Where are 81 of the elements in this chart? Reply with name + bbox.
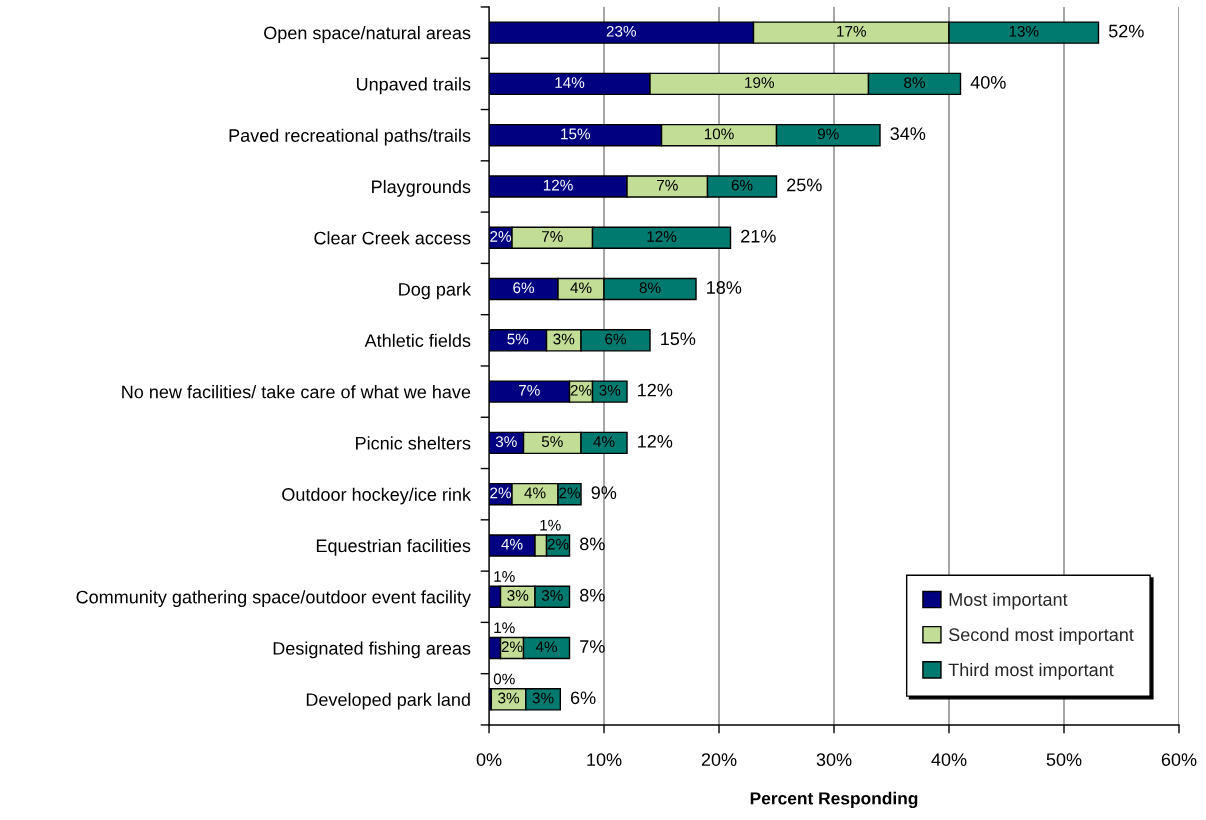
- y-tick-label: Unpaved trails: [356, 77, 471, 95]
- data-label: 2%: [547, 538, 569, 550]
- x-tick-label: 10%: [587, 753, 622, 766]
- y-tick-label: Designated fishing areas: [273, 641, 471, 659]
- y-tick-label: Dog park: [399, 282, 472, 300]
- data-label: 12%: [647, 231, 677, 242]
- data-label: 2%: [501, 641, 523, 653]
- total-label: 18%: [707, 281, 742, 294]
- data-label: 1%: [494, 622, 515, 634]
- data-label: 3%: [599, 384, 621, 396]
- data-label: 8%: [904, 77, 925, 88]
- data-label: 17%: [837, 25, 866, 37]
- data-label: 1%: [540, 519, 561, 531]
- data-label: 4%: [593, 436, 615, 447]
- x-tick-label: 30%: [816, 753, 852, 766]
- total-label: 21%: [741, 229, 776, 243]
- legend-label: Most important: [949, 592, 1068, 610]
- y-tick-label: Equestrian facilities: [316, 538, 471, 556]
- legend-label: Third most important: [948, 662, 1114, 680]
- data-label: 1%: [494, 571, 515, 582]
- x-tick-label: 50%: [1046, 753, 1082, 766]
- data-label: 6%: [605, 333, 627, 345]
- data-label: 4%: [570, 282, 592, 294]
- data-label: 14%: [555, 77, 585, 88]
- y-tick-label: Athletic fields: [364, 333, 471, 348]
- total-label: 6%: [570, 691, 596, 705]
- data-label: 2%: [559, 487, 581, 499]
- data-label: 3%: [541, 590, 563, 601]
- data-label: 2%: [490, 487, 512, 499]
- x-tick-label: 40%: [931, 753, 967, 766]
- data-label: 2%: [570, 384, 592, 396]
- data-label: 4%: [524, 487, 546, 499]
- total-label: 12%: [638, 434, 673, 448]
- legend-label: Second most important: [949, 627, 1134, 645]
- data-label: 7%: [657, 179, 678, 191]
- data-label: 10%: [704, 128, 734, 140]
- total-label: 9%: [591, 486, 617, 500]
- y-tick-label: Open space/natural areas: [264, 26, 471, 43]
- y-tick-label: Picnic shelters: [356, 436, 471, 450]
- x-tick-label: 20%: [701, 753, 737, 766]
- data-label: 4%: [501, 538, 523, 550]
- x-tick-label: 60%: [1161, 753, 1197, 766]
- data-label: 8%: [639, 282, 661, 294]
- total-label: 34%: [890, 127, 926, 141]
- data-label: 5%: [507, 333, 529, 345]
- y-tick-label: Paved recreational paths/trails: [229, 128, 471, 146]
- data-label: 9%: [817, 128, 839, 140]
- data-label: 13%: [1009, 25, 1039, 37]
- x-axis-title: Percent Responding: [750, 791, 918, 809]
- data-label: 3%: [553, 333, 575, 345]
- data-label: 3%: [507, 590, 529, 601]
- data-label: 5%: [541, 436, 563, 447]
- y-tick-label: Community gathering space/outdoor event facility: [76, 590, 471, 608]
- y-tick-label: Playgrounds: [372, 179, 471, 197]
- y-tick-label: Developed park land: [306, 692, 470, 710]
- data-label: 12%: [543, 179, 573, 191]
- x-tick-label: 0%: [476, 753, 502, 766]
- data-label: 4%: [535, 641, 558, 653]
- y-tick-label: Clear Creek access: [314, 231, 471, 245]
- data-label: 3%: [495, 436, 517, 447]
- total-label: 40%: [970, 75, 1006, 89]
- y-tick-label: No new facilities/ take care of what we have: [122, 385, 471, 399]
- total-label: 8%: [580, 537, 605, 551]
- total-label: 15%: [661, 332, 696, 346]
- total-label: 12%: [638, 383, 673, 397]
- data-label: 7%: [519, 384, 540, 396]
- data-label: 3%: [498, 692, 520, 704]
- data-label: 6%: [513, 282, 535, 294]
- total-label: 8%: [580, 588, 605, 602]
- total-label: 52%: [1108, 24, 1144, 38]
- data-label: 23%: [606, 25, 637, 37]
- total-label: 25%: [787, 178, 822, 192]
- data-label: 15%: [561, 128, 591, 140]
- total-label: 7%: [580, 640, 605, 653]
- data-label: 0%: [493, 673, 515, 685]
- data-label: 7%: [542, 231, 563, 242]
- data-label: 19%: [745, 77, 775, 88]
- y-tick-label: Outdoor hockey/ice rink: [282, 487, 472, 505]
- data-label: 3%: [532, 692, 554, 704]
- data-label: 6%: [731, 179, 753, 191]
- data-label: 2%: [490, 231, 512, 242]
